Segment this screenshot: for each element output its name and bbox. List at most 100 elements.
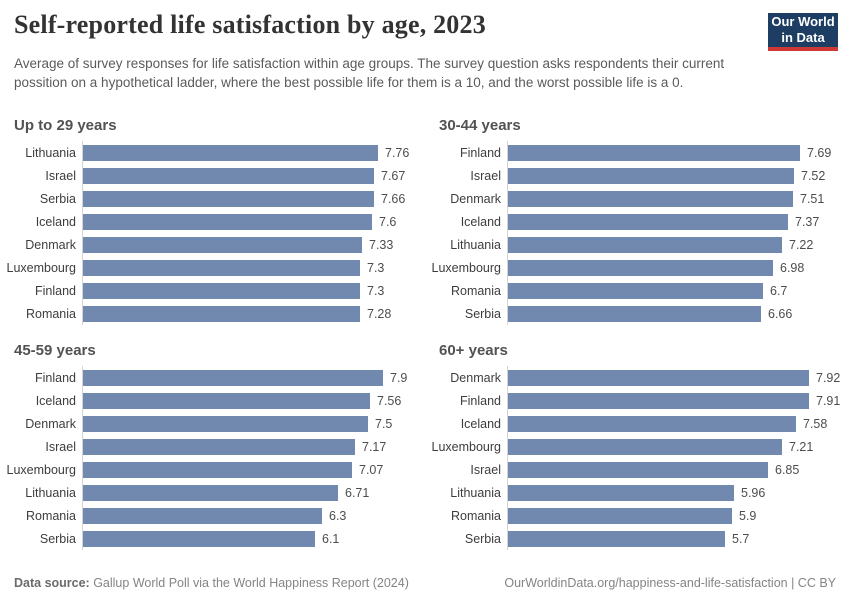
- bar[interactable]: [508, 282, 763, 299]
- bar[interactable]: [83, 369, 383, 386]
- bar[interactable]: [508, 530, 725, 547]
- bar-track: 7.52: [507, 164, 850, 187]
- bar[interactable]: [508, 167, 794, 184]
- bar-row: Denmark 7.33: [0, 233, 425, 256]
- country-label: Finland: [460, 393, 501, 408]
- value-label: 7.28: [367, 306, 392, 321]
- country-label: Denmark: [25, 416, 76, 431]
- chart-footer: Data source: Gallup World Poll via the W…: [14, 576, 836, 590]
- bar[interactable]: [83, 167, 374, 184]
- bar[interactable]: [83, 305, 360, 322]
- bar[interactable]: [508, 438, 782, 455]
- bar-track: 7.17: [82, 435, 425, 458]
- bar-track: 7.91: [507, 389, 850, 412]
- bar[interactable]: [83, 392, 370, 409]
- bar-row: Serbia 6.1: [0, 527, 425, 550]
- panel-title: 45-59 years: [14, 342, 96, 359]
- country-label: Romania: [450, 283, 501, 298]
- bar-row: Israel 7.67: [0, 164, 425, 187]
- bar[interactable]: [508, 415, 796, 432]
- panel-rows: Finland 7.69 Israel 7.52 Denmark 7.51 Iceland 7…: [425, 141, 850, 325]
- value-label: 7.69: [807, 145, 832, 160]
- bar[interactable]: [83, 282, 360, 299]
- country-label: Luxembourg: [431, 439, 502, 454]
- bar[interactable]: [508, 305, 761, 322]
- bar[interactable]: [508, 392, 809, 409]
- bar[interactable]: [508, 259, 773, 276]
- bar-row: Denmark 7.92: [425, 366, 850, 389]
- bar-row: Denmark 7.5: [0, 412, 425, 435]
- bar-track: 7.67: [82, 164, 425, 187]
- panels-grid: Up to 29 years Lithuania 7.76 Israel 7.67 Se…: [0, 116, 850, 550]
- value-label: 6.7: [770, 283, 788, 298]
- value-label: 7.33: [369, 237, 394, 252]
- bar-track: 7.69: [507, 141, 850, 164]
- bar-row: Iceland 7.6: [0, 210, 425, 233]
- value-label: 5.7: [732, 531, 750, 546]
- bar[interactable]: [508, 236, 782, 253]
- bar[interactable]: [83, 259, 360, 276]
- bar[interactable]: [83, 236, 362, 253]
- value-label: 7.5: [375, 416, 393, 431]
- footer-link[interactable]: OurWorldinData.org/happiness-and-life-sa…: [504, 576, 836, 590]
- country-label: Finland: [35, 283, 76, 298]
- bar-track: 7.58: [507, 412, 850, 435]
- bar[interactable]: [83, 507, 322, 524]
- value-label: 7.56: [377, 393, 402, 408]
- country-label: Lithuania: [25, 145, 76, 160]
- bar[interactable]: [83, 484, 338, 501]
- bar-track: 7.28: [82, 302, 425, 325]
- value-label: 6.1: [322, 531, 340, 546]
- country-label: Lithuania: [25, 485, 76, 500]
- bar[interactable]: [83, 213, 372, 230]
- owid-logo-line1: Our World: [771, 14, 835, 30]
- bar[interactable]: [508, 213, 788, 230]
- bar[interactable]: [83, 190, 374, 207]
- value-label: 7.66: [381, 191, 406, 206]
- bar-row: Luxembourg 7.3: [0, 256, 425, 279]
- bar[interactable]: [83, 144, 378, 161]
- bar[interactable]: [83, 415, 368, 432]
- bar[interactable]: [508, 484, 734, 501]
- value-label: 7.52: [801, 168, 826, 183]
- data-source-note: Data source: Gallup World Poll via the W…: [14, 576, 409, 590]
- value-label: 6.98: [780, 260, 805, 275]
- bar-track: 7.56: [82, 389, 425, 412]
- bar[interactable]: [508, 369, 809, 386]
- page-title: Self-reported life satisfaction by age, …: [14, 10, 486, 39]
- bar[interactable]: [508, 144, 800, 161]
- value-label: 7.76: [385, 145, 410, 160]
- value-label: 7.17: [362, 439, 387, 454]
- value-label: 6.66: [768, 306, 793, 321]
- bar-row: Iceland 7.37: [425, 210, 850, 233]
- bar-track: 7.51: [507, 187, 850, 210]
- data-source-text: Gallup World Poll via the World Happines…: [89, 576, 409, 590]
- bar-row: Serbia 6.66: [425, 302, 850, 325]
- bar[interactable]: [508, 461, 768, 478]
- country-label: Serbia: [464, 306, 501, 321]
- bar-row: Iceland 7.58: [425, 412, 850, 435]
- value-label: 5.9: [739, 508, 757, 523]
- value-label: 7.58: [803, 416, 828, 431]
- bar[interactable]: [83, 530, 315, 547]
- country-label: Iceland: [35, 214, 76, 229]
- bar-row: Finland 7.69: [425, 141, 850, 164]
- bar-track: 7.37: [507, 210, 850, 233]
- bar[interactable]: [508, 507, 732, 524]
- bar[interactable]: [83, 438, 355, 455]
- bar-track: 6.7: [507, 279, 850, 302]
- bar-track: 5.7: [507, 527, 850, 550]
- bar-track: 6.85: [507, 458, 850, 481]
- value-label: 5.96: [741, 485, 766, 500]
- bar-track: 6.98: [507, 256, 850, 279]
- owid-logo[interactable]: Our World in Data: [768, 13, 838, 51]
- bar-row: Serbia 5.7: [425, 527, 850, 550]
- chart-subtitle: Average of survey responses for life sat…: [14, 56, 725, 91]
- value-label: 7.67: [381, 168, 406, 183]
- bar[interactable]: [83, 461, 352, 478]
- data-source-label: Data source:: [14, 576, 90, 590]
- panel-rows: Finland 7.9 Iceland 7.56 Denmark 7.5 Israel 7.1…: [0, 366, 425, 550]
- bar-track: 6.66: [507, 302, 850, 325]
- country-label: Serbia: [39, 191, 76, 206]
- bar[interactable]: [508, 190, 793, 207]
